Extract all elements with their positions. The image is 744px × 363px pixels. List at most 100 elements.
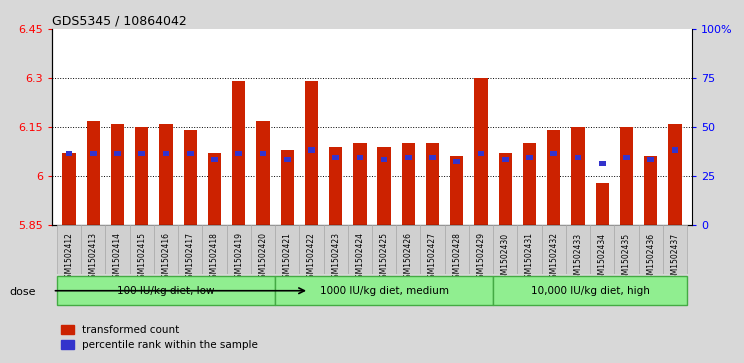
Text: GSM1502430: GSM1502430: [501, 232, 510, 284]
FancyBboxPatch shape: [57, 276, 275, 305]
Bar: [551, 151, 557, 156]
Bar: [502, 157, 509, 162]
Bar: [356, 155, 363, 160]
Bar: [498, 153, 512, 225]
FancyBboxPatch shape: [275, 225, 299, 274]
Text: GSM1502416: GSM1502416: [161, 232, 170, 284]
Text: 10,000 IU/kg diet, high: 10,000 IU/kg diet, high: [530, 286, 650, 296]
Bar: [308, 147, 315, 152]
FancyBboxPatch shape: [129, 225, 154, 274]
Text: GSM1502428: GSM1502428: [452, 232, 461, 283]
Text: dose: dose: [9, 287, 36, 297]
Bar: [402, 143, 415, 225]
Bar: [184, 130, 197, 225]
FancyBboxPatch shape: [590, 225, 615, 274]
FancyBboxPatch shape: [81, 225, 106, 274]
FancyBboxPatch shape: [202, 225, 227, 274]
FancyBboxPatch shape: [251, 225, 275, 274]
Text: 100 IU/kg diet, low: 100 IU/kg diet, low: [118, 286, 215, 296]
Bar: [187, 151, 193, 156]
Text: GSM1502435: GSM1502435: [622, 232, 631, 284]
FancyBboxPatch shape: [517, 225, 542, 274]
Bar: [86, 121, 100, 225]
Bar: [256, 121, 269, 225]
Bar: [232, 81, 246, 225]
Text: GSM1502421: GSM1502421: [283, 232, 292, 283]
Text: GSM1502434: GSM1502434: [597, 232, 607, 284]
Bar: [523, 143, 536, 225]
FancyBboxPatch shape: [542, 225, 566, 274]
FancyBboxPatch shape: [178, 225, 202, 274]
Bar: [672, 147, 679, 152]
Bar: [329, 147, 342, 225]
Bar: [526, 155, 533, 160]
Text: GSM1502432: GSM1502432: [549, 232, 558, 284]
FancyBboxPatch shape: [397, 225, 420, 274]
Bar: [138, 151, 145, 156]
FancyBboxPatch shape: [420, 225, 445, 274]
FancyBboxPatch shape: [275, 276, 493, 305]
FancyBboxPatch shape: [615, 225, 638, 274]
FancyBboxPatch shape: [227, 225, 251, 274]
Bar: [599, 161, 606, 166]
FancyBboxPatch shape: [566, 225, 590, 274]
Text: GSM1502431: GSM1502431: [525, 232, 534, 284]
Bar: [90, 151, 97, 156]
Bar: [111, 124, 124, 225]
Bar: [620, 127, 633, 225]
FancyBboxPatch shape: [469, 225, 493, 274]
Bar: [163, 151, 170, 156]
Text: GSM1502420: GSM1502420: [258, 232, 267, 284]
Bar: [211, 157, 218, 162]
FancyBboxPatch shape: [493, 225, 517, 274]
FancyBboxPatch shape: [445, 225, 469, 274]
Text: GSM1502422: GSM1502422: [307, 232, 316, 283]
Text: GSM1502427: GSM1502427: [428, 232, 437, 284]
Text: GSM1502426: GSM1502426: [404, 232, 413, 284]
Bar: [284, 157, 290, 162]
FancyBboxPatch shape: [372, 225, 397, 274]
Bar: [159, 124, 173, 225]
FancyBboxPatch shape: [154, 225, 178, 274]
Bar: [280, 150, 294, 225]
Bar: [114, 151, 121, 156]
Bar: [235, 151, 242, 156]
Bar: [429, 155, 436, 160]
Bar: [574, 155, 581, 160]
FancyBboxPatch shape: [638, 225, 663, 274]
Bar: [377, 147, 391, 225]
Bar: [547, 130, 560, 225]
Bar: [65, 151, 72, 156]
Text: GSM1502437: GSM1502437: [670, 232, 679, 284]
Text: GSM1502433: GSM1502433: [574, 232, 583, 284]
Text: 1000 IU/kg diet, medium: 1000 IU/kg diet, medium: [320, 286, 449, 296]
Bar: [260, 151, 266, 156]
Bar: [644, 156, 658, 225]
Text: GSM1502417: GSM1502417: [186, 232, 195, 284]
Bar: [478, 151, 484, 156]
Bar: [623, 155, 630, 160]
Text: GSM1502423: GSM1502423: [331, 232, 340, 284]
Bar: [353, 143, 367, 225]
Text: GSM1502425: GSM1502425: [379, 232, 388, 284]
Text: GSM1502429: GSM1502429: [477, 232, 486, 284]
Bar: [405, 155, 411, 160]
Bar: [647, 157, 654, 162]
FancyBboxPatch shape: [347, 225, 372, 274]
Bar: [62, 153, 76, 225]
Text: GSM1502418: GSM1502418: [210, 232, 219, 283]
Bar: [333, 155, 339, 160]
Bar: [305, 81, 318, 225]
Text: GSM1502412: GSM1502412: [65, 232, 74, 283]
Legend: transformed count, percentile rank within the sample: transformed count, percentile rank withi…: [57, 321, 263, 354]
Bar: [475, 78, 488, 225]
Bar: [208, 153, 221, 225]
Text: GSM1502436: GSM1502436: [647, 232, 655, 284]
Bar: [571, 127, 585, 225]
Bar: [668, 124, 682, 225]
FancyBboxPatch shape: [299, 225, 324, 274]
Bar: [596, 183, 609, 225]
Bar: [135, 127, 148, 225]
FancyBboxPatch shape: [324, 225, 347, 274]
FancyBboxPatch shape: [57, 225, 81, 274]
